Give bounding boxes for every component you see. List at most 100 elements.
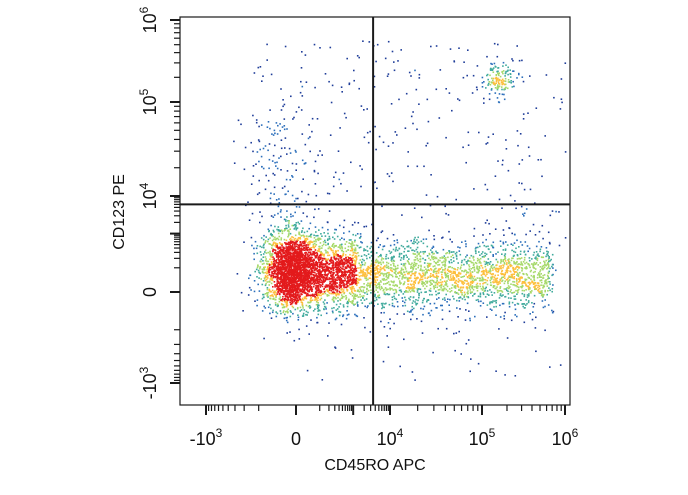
event-point (283, 254, 286, 257)
event-point (422, 242, 425, 245)
event-point (326, 294, 329, 296)
event-point (531, 290, 533, 292)
event-point (314, 249, 317, 251)
event-point (538, 255, 540, 257)
event-point (444, 287, 446, 290)
event-point (334, 347, 337, 349)
event-point (319, 47, 321, 49)
event-point (532, 276, 534, 278)
event-point (458, 330, 460, 333)
event-point (528, 264, 531, 266)
event-point (315, 296, 318, 299)
event-point (479, 295, 482, 298)
event-point (344, 260, 347, 262)
event-point (287, 297, 289, 300)
event-point (391, 304, 394, 307)
event-point (250, 289, 252, 291)
event-point (410, 266, 412, 268)
event-point (392, 234, 395, 236)
event-point (286, 230, 289, 232)
event-point (376, 279, 379, 281)
event-point (386, 237, 389, 240)
event-point (384, 293, 387, 296)
event-point (292, 215, 294, 217)
event-point (297, 314, 299, 316)
event-point (304, 297, 306, 300)
event-point (319, 256, 322, 259)
event-point (398, 247, 400, 250)
event-point (252, 114, 254, 117)
event-point (348, 313, 350, 316)
event-point (302, 312, 305, 315)
event-point (442, 289, 445, 291)
event-point (316, 254, 319, 256)
event-point (443, 297, 446, 299)
event-point (423, 251, 426, 253)
event-point (370, 263, 373, 265)
event-point (263, 243, 265, 246)
event-point (393, 280, 395, 283)
event-point (356, 284, 358, 287)
event-point (404, 127, 407, 129)
event-point (308, 269, 311, 271)
event-point (501, 81, 504, 83)
event-point (351, 263, 354, 266)
event-point (495, 258, 498, 261)
event-point (268, 284, 270, 286)
event-point (432, 256, 435, 259)
event-point (336, 277, 338, 279)
event-point (485, 87, 487, 89)
event-point (451, 272, 453, 275)
event-point (277, 238, 280, 241)
event-point (424, 274, 426, 277)
event-point (371, 271, 373, 273)
event-point (390, 103, 393, 105)
event-point (324, 299, 326, 301)
event-point (295, 206, 298, 208)
event-point (329, 285, 332, 288)
event-point (426, 271, 428, 274)
event-point (523, 321, 526, 324)
event-point (308, 290, 310, 293)
event-point (337, 296, 339, 299)
event-point (330, 284, 332, 287)
event-point (538, 276, 541, 278)
event-point (324, 249, 327, 252)
event-point (310, 288, 313, 290)
event-point (377, 237, 379, 240)
event-point (354, 303, 356, 305)
event-point (272, 249, 274, 252)
event-point (532, 282, 535, 284)
event-point (259, 148, 261, 151)
event-point (479, 283, 481, 285)
event-point (461, 281, 463, 284)
event-point (536, 259, 539, 262)
event-point (275, 270, 277, 273)
event-point (330, 249, 333, 252)
event-point (391, 50, 394, 53)
event-point (533, 286, 535, 288)
event-point (504, 374, 506, 376)
event-point (477, 268, 480, 271)
event-point (279, 259, 281, 261)
event-point (306, 286, 309, 289)
event-point (266, 288, 269, 291)
event-point (431, 257, 433, 259)
event-point (416, 165, 419, 168)
event-point (352, 293, 355, 295)
event-point (366, 274, 368, 276)
event-point (268, 243, 270, 245)
event-point (494, 92, 497, 94)
event-point (268, 264, 271, 266)
event-point (273, 242, 275, 245)
event-point (502, 70, 505, 72)
event-point (265, 282, 267, 285)
event-point (499, 304, 501, 307)
event-point (507, 293, 510, 295)
event-point (512, 80, 514, 83)
event-point (498, 290, 500, 292)
event-point (343, 263, 346, 265)
event-point (253, 252, 255, 255)
event-point (303, 241, 306, 243)
event-point (510, 243, 513, 245)
